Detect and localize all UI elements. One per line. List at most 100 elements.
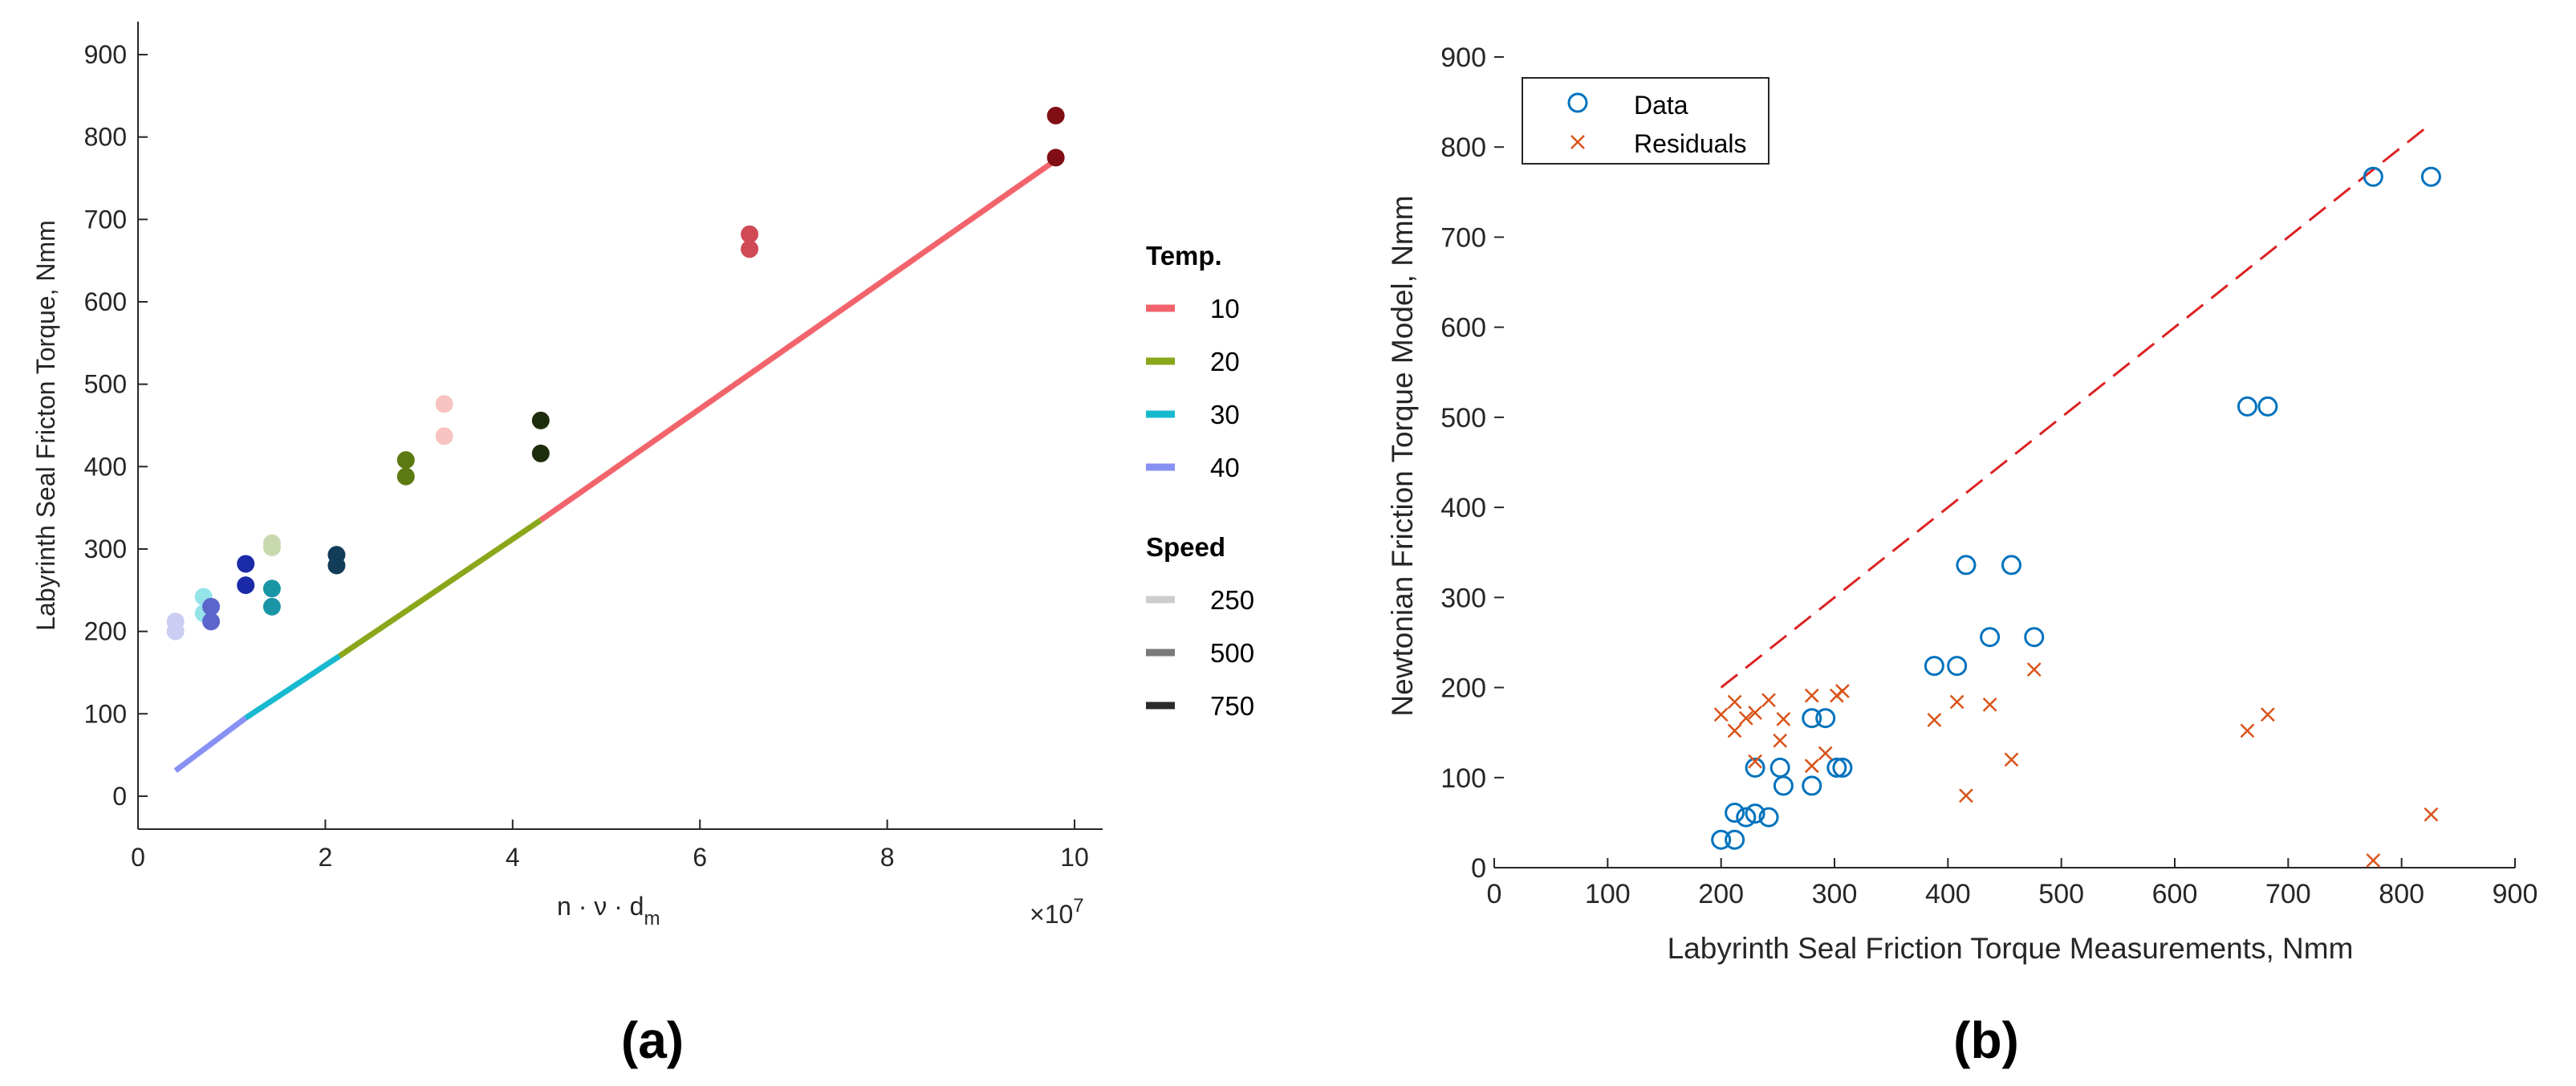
residual-stroke — [1776, 711, 1791, 726]
x-tick-label: 10 — [1060, 843, 1089, 872]
data-point — [262, 580, 281, 598]
residual-point — [2424, 807, 2439, 822]
panel-a-x-exponent-power: 7 — [1073, 895, 1083, 917]
data-point — [741, 225, 759, 243]
data-point — [1802, 775, 1822, 796]
residual-stroke — [1748, 754, 1762, 769]
panel-a-points — [166, 107, 1065, 641]
residual-point — [1927, 713, 1942, 727]
residual-stroke — [1713, 707, 1729, 722]
y-tick-label: 800 — [84, 123, 127, 152]
legend-speed-label: 500 — [1210, 638, 1254, 668]
panel-b-residual-points — [1713, 662, 2439, 868]
panel-a-y-axis-label: Labyrinth Seal Fricton Torque, Nmm — [31, 220, 60, 631]
data-point — [202, 612, 221, 631]
residual-stroke — [2004, 752, 2019, 767]
data-point — [1802, 708, 1822, 729]
x-tick-label: 800 — [2379, 879, 2424, 909]
data-point — [1745, 803, 1765, 824]
x-tick-label: 200 — [1698, 879, 1744, 909]
residual-point — [1727, 723, 1742, 738]
legend-residuals-label: Residuals — [1634, 129, 1747, 158]
y-tick-label: 400 — [1440, 493, 1486, 523]
panel-b-chart: 0 100 200 300 400 500 600 700 800 900 0 100 200 300 4… — [1386, 43, 2537, 1069]
residual-stroke — [2261, 707, 2275, 722]
data-point — [396, 451, 415, 470]
y-tick-label: 600 — [1440, 313, 1486, 344]
legend-speed-title: Speed — [1146, 532, 1225, 562]
residual-point — [2366, 853, 2381, 868]
residual-point — [2261, 707, 2275, 722]
residual-point — [1949, 694, 1965, 710]
residual-point — [2026, 662, 2042, 677]
data-point — [1046, 107, 1065, 125]
data-point — [1980, 627, 2001, 648]
y-tick-label: 900 — [1440, 43, 1486, 73]
data-point — [1826, 757, 1847, 778]
panel-b-legend-box — [1522, 77, 1769, 165]
panel-a-x-axis-label: n · ν · dm — [557, 892, 660, 929]
panel-b-legend: Data Residuals — [1522, 77, 1769, 165]
data-point — [435, 427, 453, 445]
data-point — [2024, 627, 2045, 648]
data-point — [1832, 757, 1853, 778]
residual-stroke — [1949, 694, 1965, 710]
legend-temp-label: 10 — [1210, 294, 1240, 323]
data-point — [2237, 396, 2257, 417]
data-point — [1046, 148, 1065, 167]
residual-point — [1959, 788, 1973, 803]
data-point — [262, 597, 281, 616]
data-point — [1758, 807, 1779, 828]
residual-point — [1748, 706, 1762, 720]
fit-line-segment-temp-10 — [538, 157, 1058, 523]
residual-point — [1773, 733, 1788, 748]
residual-stroke — [1804, 759, 1819, 774]
residual-stroke — [1727, 723, 1742, 738]
residual-point — [1748, 754, 1762, 769]
residual-stroke — [2240, 723, 2255, 738]
fit-line-segment-temp-40 — [173, 715, 248, 773]
y-tick-label: 500 — [84, 370, 127, 399]
y-tick-label: 700 — [1440, 222, 1486, 253]
data-point — [1947, 656, 1968, 677]
x-tick-label: 0 — [131, 843, 145, 872]
data-point — [262, 538, 281, 556]
residual-stroke — [1835, 684, 1850, 698]
x-tick-label: 4 — [506, 843, 520, 872]
y-tick-label: 100 — [1440, 763, 1486, 794]
residual-point — [1727, 694, 1742, 710]
x-tick-label: 300 — [1812, 879, 1858, 909]
legend-speed-label: 750 — [1210, 691, 1254, 721]
data-point — [2363, 166, 2383, 187]
data-point — [1725, 803, 1745, 824]
y-tick-label: 600 — [84, 287, 127, 316]
data-point — [202, 597, 221, 616]
panel-b-x-ticks: 0 100 200 300 400 500 600 700 800 900 — [1487, 858, 2537, 909]
data-point — [237, 555, 255, 573]
residual-stroke — [1738, 710, 1753, 726]
data-point — [327, 556, 346, 575]
x-tick-label: 100 — [1585, 879, 1631, 909]
fit-line-segment-temp-30 — [244, 653, 341, 721]
data-point — [396, 467, 415, 486]
y-tick-label: 500 — [1440, 403, 1486, 433]
panel-a-x-axis-label-subscript: m — [644, 908, 660, 929]
legend-data-label: Data — [1634, 91, 1688, 120]
data-point — [1815, 708, 1836, 729]
panel-a-x-exponent: ×107 — [1030, 895, 1084, 929]
data-point — [1773, 775, 1794, 796]
data-point — [237, 576, 255, 595]
x-tick-label: 2 — [318, 843, 332, 872]
legend-data-marker — [1567, 92, 1588, 113]
residual-point — [1776, 711, 1791, 726]
x-tick-label: 0 — [1487, 879, 1502, 909]
y-tick-label: 300 — [84, 535, 127, 563]
residual-stroke — [1982, 697, 1997, 712]
residual-stroke — [2424, 807, 2439, 822]
panel-b-y-ticks: 0 100 200 300 400 500 600 700 800 900 — [1440, 43, 1504, 884]
data-point — [1736, 807, 1757, 828]
data-point — [1711, 829, 1732, 850]
data-point — [435, 395, 453, 413]
residual-point — [1804, 759, 1819, 774]
